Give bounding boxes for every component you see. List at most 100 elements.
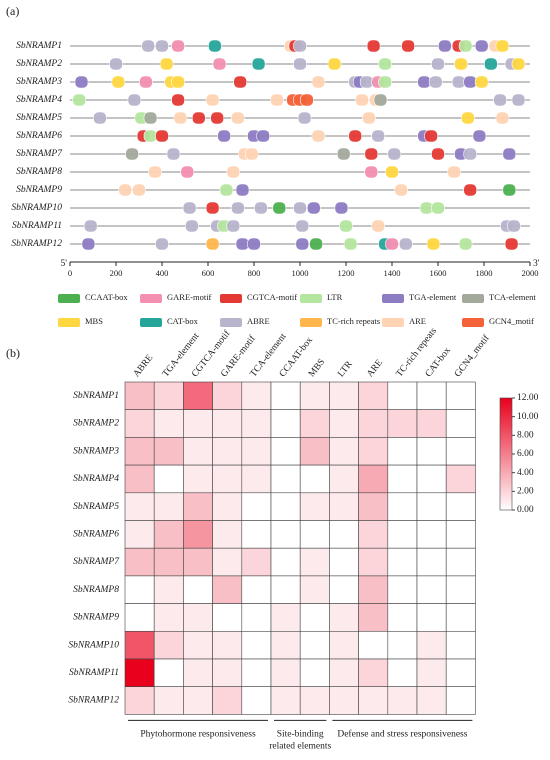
heat-cell: [387, 658, 418, 688]
element: [93, 111, 107, 125]
heat-cell: [358, 520, 389, 549]
heat-cell: [212, 520, 243, 549]
heat-cell: [212, 409, 243, 438]
legend-label: GARE-motif: [167, 292, 212, 302]
element: [359, 75, 374, 89]
group-label: Site-binding: [277, 730, 324, 740]
legend-swatch: [382, 318, 404, 327]
element: [205, 93, 220, 107]
heat-cell: [183, 492, 213, 521]
element: [205, 237, 220, 251]
heat-cell: [416, 547, 447, 577]
heat-cell: [212, 575, 243, 604]
heat-cell: [153, 437, 184, 466]
x-tick-label: 2000: [522, 268, 539, 278]
heat-cell: [445, 547, 476, 577]
element: [300, 93, 314, 107]
element: [235, 183, 250, 197]
heat-cell: [445, 658, 476, 688]
heat-cell: [329, 603, 359, 632]
element: [348, 129, 363, 143]
element: [74, 75, 89, 89]
element: [208, 39, 222, 53]
heat-cell: [183, 575, 213, 604]
heat-cell: [241, 520, 272, 549]
heat-cell: [270, 547, 301, 577]
row-label: SbNRAMP9: [73, 613, 119, 623]
element: [155, 39, 169, 53]
legend-swatch: [220, 294, 242, 303]
element: [231, 201, 245, 215]
element: [373, 93, 388, 107]
colorbar-label: 12.00: [517, 393, 539, 403]
heat-cell: [387, 630, 418, 660]
column-label: CAT-box: [424, 346, 453, 380]
heat-cell: [183, 520, 213, 549]
element: [463, 75, 478, 89]
heat-cell: [153, 547, 184, 577]
heat-cell: [183, 381, 213, 411]
heat-cell: [183, 464, 213, 494]
x-tick-label: 200: [110, 268, 123, 278]
row-label: SbNRAMP12: [68, 696, 119, 706]
heat-cell: [416, 575, 447, 604]
element: [493, 93, 507, 107]
heat-cell: [329, 630, 359, 660]
column-label: LTR: [336, 359, 355, 379]
element: [454, 57, 468, 71]
heat-cell: [270, 603, 301, 632]
heat-cell: [241, 547, 272, 577]
heat-cell: [270, 437, 301, 466]
gene-label: SbNRAMP3: [16, 77, 62, 87]
colorbar-label: 8.00: [517, 431, 534, 441]
heat-cell: [416, 686, 447, 715]
element: [511, 93, 526, 107]
heat-cell: [153, 686, 184, 715]
gene-label: SbNRAMP11: [12, 221, 62, 231]
element: [458, 237, 473, 251]
heat-cell: [183, 409, 213, 438]
gene-label: SbNRAMP12: [11, 239, 62, 249]
x-tick-label: 800: [248, 268, 261, 278]
element: [297, 111, 312, 125]
element: [447, 165, 461, 179]
element: [311, 75, 326, 89]
heat-cell: [445, 630, 476, 660]
element: [139, 75, 153, 89]
element: [306, 201, 321, 215]
element: [474, 75, 489, 89]
element: [173, 111, 188, 125]
heat-cell: [299, 381, 330, 411]
row-label: SbNRAMP11: [69, 668, 119, 678]
element: [495, 39, 510, 53]
heat-cell: [183, 603, 213, 632]
heat-cell: [387, 520, 418, 549]
x-tick-label: 1600: [430, 268, 447, 278]
element: [141, 39, 155, 53]
element: [507, 219, 521, 233]
element: [231, 111, 245, 125]
heat-cell: [358, 547, 389, 577]
heat-cell: [212, 686, 243, 715]
heat-cell: [358, 492, 389, 521]
heat-cell: [124, 464, 155, 494]
element: [109, 57, 123, 71]
element: [401, 39, 415, 53]
legend-swatch: [382, 294, 404, 303]
row-label: SbNRAMP5: [73, 502, 119, 512]
heat-cell: [445, 520, 476, 549]
element: [387, 147, 402, 161]
heat-cell: [329, 437, 359, 466]
element: [309, 237, 323, 251]
legend-swatch: [140, 318, 162, 327]
heat-cell: [299, 437, 330, 466]
colorbar-label: 2.00: [517, 487, 534, 497]
heat-cell: [299, 630, 330, 660]
end-label: 3': [533, 259, 540, 269]
element: [270, 93, 284, 107]
heat-cell: [358, 409, 389, 438]
gene-label: SbNRAMP6: [16, 131, 62, 141]
legend-swatch: [462, 318, 484, 327]
element: [502, 147, 517, 161]
element: [256, 129, 271, 143]
